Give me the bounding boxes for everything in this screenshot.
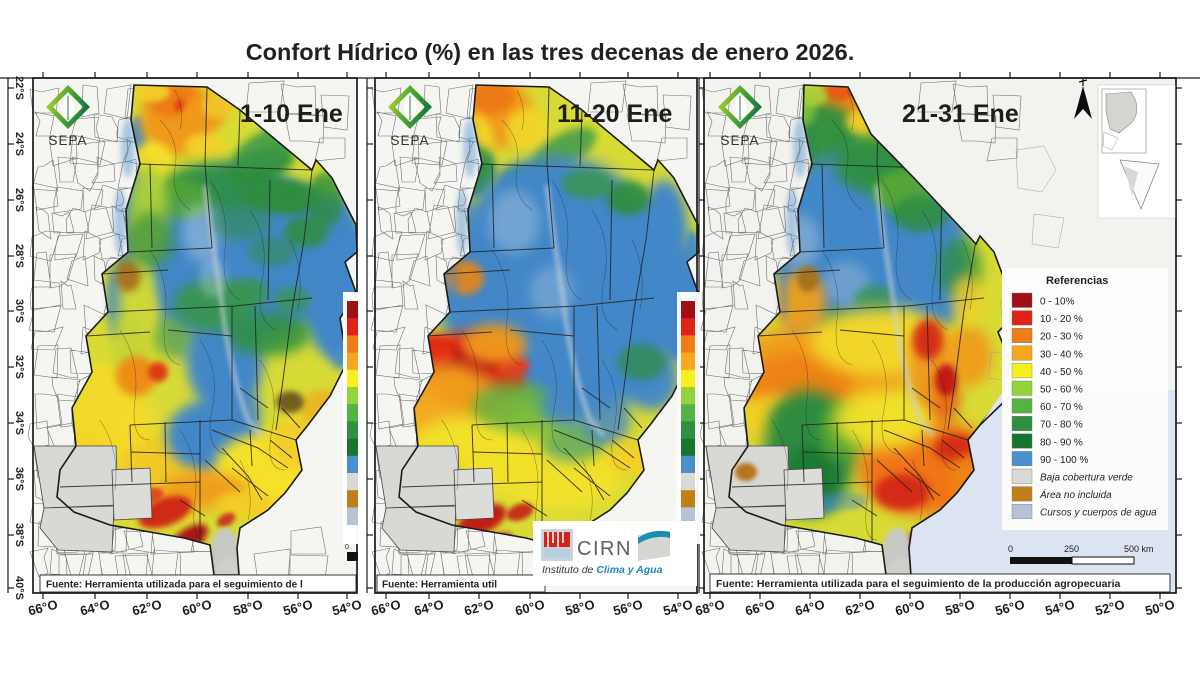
svg-text:24°S: 24°S — [13, 132, 25, 156]
svg-text:56°O: 56°O — [994, 597, 1027, 619]
svg-text:34°S: 34°S — [13, 411, 25, 435]
svg-text:Área no incluida: Área no incluida — [1039, 488, 1112, 501]
svg-text:60°O: 60°O — [894, 597, 927, 619]
svg-text:SEPA: SEPA — [390, 133, 429, 148]
svg-text:Referencias: Referencias — [1046, 275, 1108, 287]
svg-text:56°O: 56°O — [612, 597, 645, 619]
svg-text:Instituto de Clima y Agua: Instituto de Clima y Agua — [542, 564, 663, 576]
svg-text:28°S: 28°S — [13, 244, 25, 268]
svg-text:66°O: 66°O — [744, 597, 777, 619]
svg-text:40°S: 40°S — [13, 576, 25, 600]
svg-text:62°O: 62°O — [463, 597, 496, 619]
svg-text:0: 0 — [1008, 544, 1013, 554]
svg-text:Baja cobertura verde: Baja cobertura verde — [1040, 473, 1133, 484]
svg-text:58°O: 58°O — [564, 597, 597, 619]
svg-text:500 km: 500 km — [1124, 544, 1154, 554]
svg-text:32°S: 32°S — [13, 355, 25, 379]
svg-text:CIRN: CIRN — [577, 538, 632, 560]
svg-text:50 - 60 %: 50 - 60 % — [1040, 385, 1083, 396]
svg-text:52°O: 52°O — [1094, 597, 1127, 619]
svg-text:60°O: 60°O — [181, 597, 214, 619]
svg-text:60°O: 60°O — [514, 597, 547, 619]
svg-text:10 - 20 %: 10 - 20 % — [1040, 314, 1083, 325]
svg-text:68°O: 68°O — [694, 597, 727, 619]
svg-text:64°O: 64°O — [794, 597, 827, 619]
svg-text:Fuente: Herramienta utilizada: Fuente: Herramienta utilizada para el se… — [46, 580, 303, 591]
svg-text:60 - 70 %: 60 - 70 % — [1040, 402, 1083, 413]
svg-text:Confort Hídrico (%) en las tre: Confort Hídrico (%) en las tres decenas … — [246, 39, 855, 65]
svg-text:90 - 100 %: 90 - 100 % — [1040, 455, 1088, 466]
svg-text:0: 0 — [345, 544, 349, 551]
svg-text:40 - 50 %: 40 - 50 % — [1040, 367, 1083, 378]
svg-text:64°O: 64°O — [79, 597, 112, 619]
svg-text:56°O: 56°O — [282, 597, 315, 619]
svg-text:11-20 Ene: 11-20 Ene — [557, 100, 672, 128]
svg-text:20 - 30 %: 20 - 30 % — [1040, 332, 1083, 343]
svg-text:0 - 10%: 0 - 10% — [1040, 297, 1075, 308]
svg-text:SEPA: SEPA — [720, 133, 759, 148]
svg-text:62°O: 62°O — [844, 597, 877, 619]
svg-text:80 - 90 %: 80 - 90 % — [1040, 437, 1083, 448]
svg-text:58°O: 58°O — [944, 597, 977, 619]
svg-text:21-31 Ene: 21-31 Ene — [902, 100, 1019, 128]
svg-text:62°O: 62°O — [131, 597, 164, 619]
svg-text:Fuente: Herramienta utilizada: Fuente: Herramienta utilizada para el se… — [716, 578, 1121, 590]
svg-text:54°O: 54°O — [331, 597, 364, 619]
svg-text:70 - 80 %: 70 - 80 % — [1040, 420, 1083, 431]
svg-text:66°O: 66°O — [370, 597, 403, 619]
svg-text:26°S: 26°S — [13, 188, 25, 212]
svg-text:Cursos y cuerpos de agua: Cursos y cuerpos de agua — [1040, 508, 1157, 519]
svg-text:54°O: 54°O — [662, 597, 695, 619]
svg-text:30 - 40 %: 30 - 40 % — [1040, 349, 1083, 360]
svg-text:38°S: 38°S — [13, 523, 25, 547]
svg-text:50°O: 50°O — [1144, 597, 1177, 619]
svg-text:58°O: 58°O — [232, 597, 265, 619]
svg-text:1-10 Ene: 1-10 Ene — [240, 100, 343, 128]
svg-text:SEPA: SEPA — [48, 133, 87, 148]
svg-text:54°O: 54°O — [1044, 597, 1077, 619]
svg-text:22°S: 22°S — [13, 76, 25, 100]
svg-text:30°S: 30°S — [13, 299, 25, 323]
svg-text:Fuente: Herramienta util: Fuente: Herramienta util — [382, 580, 497, 591]
svg-text:36°S: 36°S — [13, 467, 25, 491]
svg-text:250: 250 — [1064, 544, 1079, 554]
svg-text:66°O: 66°O — [27, 597, 60, 619]
svg-text:64°O: 64°O — [413, 597, 446, 619]
